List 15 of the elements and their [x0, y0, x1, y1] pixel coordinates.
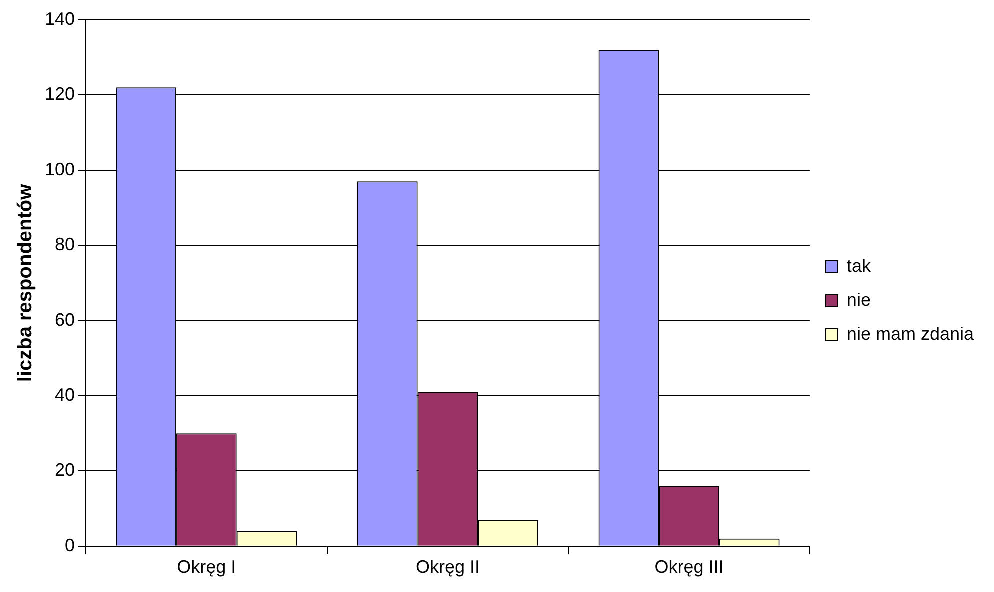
y-tick-label: 140: [44, 8, 76, 29]
y-axis-title: liczba respondentów: [14, 184, 37, 382]
y-tick-label: 20: [55, 460, 76, 480]
legend-label: nie: [846, 290, 871, 310]
x-tick-label: Okręg II: [416, 557, 480, 578]
x-tick-label: Okręg I: [177, 557, 236, 578]
legend-label: nie mam zdania: [846, 324, 975, 344]
y-tick-label: 80: [55, 234, 76, 255]
legend-label: tak: [846, 256, 872, 276]
y-tick-label: 0: [65, 535, 76, 556]
x-tick-label: Okręg III: [654, 557, 724, 578]
y-tick-label: 40: [55, 384, 76, 405]
y-tick-label: 100: [44, 159, 76, 180]
y-tick-label: 120: [44, 84, 76, 104]
y-tick-label: 60: [55, 310, 76, 330]
